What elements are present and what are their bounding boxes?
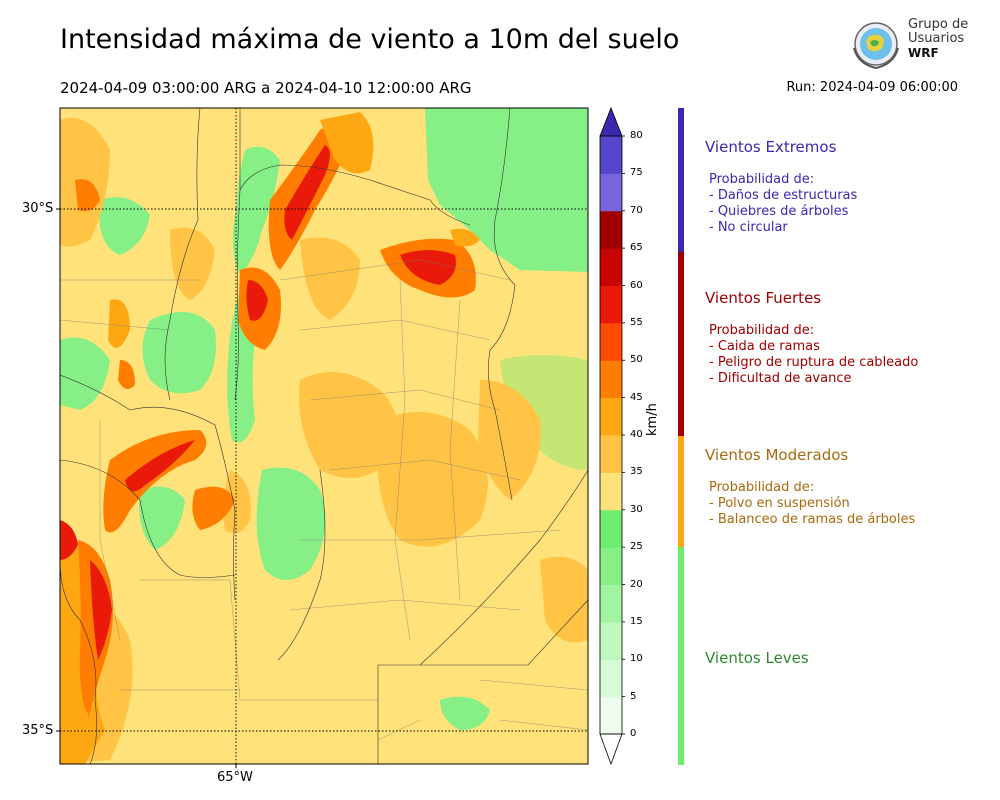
colorbar-band	[600, 397, 622, 436]
category-line: - Quiebres de árboles	[709, 204, 849, 219]
logo-line-3: WRF	[908, 46, 939, 60]
lon-label-65w: 65°W	[217, 770, 253, 785]
colorbar-tick-label: 50	[630, 354, 643, 366]
map-frame	[59, 107, 589, 765]
colorbar-tick-label: 10	[630, 653, 643, 665]
colorbar-band	[600, 322, 622, 361]
colorbar-tick-label: 70	[630, 204, 643, 216]
category-desc-moderados: Probabilidad de: - Polvo en suspensión -…	[709, 480, 915, 528]
colorbar-band	[600, 248, 622, 286]
colorbar-tick-label: 80	[630, 130, 643, 141]
category-desc-fuertes: Probabilidad de: - Caida de ramas - Peli…	[709, 323, 918, 387]
category-line: Probabilidad de:	[709, 480, 815, 495]
category-line: - Polvo en suspensión	[709, 496, 850, 511]
province-borders	[60, 108, 588, 764]
colorbar-band	[600, 173, 622, 212]
colorbar-tick-label: 5	[630, 690, 637, 702]
department-borders	[60, 259, 588, 741]
category-desc-extremos: Probabilidad de: - Daños de estructuras …	[709, 172, 857, 236]
colorbar-band	[600, 547, 622, 585]
colorbar-tick-label: 30	[630, 503, 643, 515]
colorbar-unit: km/h	[645, 403, 660, 436]
colorbar-tick-label: 20	[630, 578, 643, 590]
wind-field	[60, 108, 588, 764]
colorbar-tick-label: 65	[630, 242, 643, 254]
lat-label-30s: 30°S	[22, 201, 54, 216]
logo-text: Grupo de Usuarios WRF	[908, 17, 969, 61]
category-line: - Daños de estructuras	[709, 188, 858, 203]
colorbar-band	[600, 696, 622, 735]
colorbar-band	[600, 136, 622, 174]
colorbar-band	[600, 285, 622, 324]
colorbar-band	[600, 435, 622, 473]
colorbar-tick-label: 55	[630, 316, 643, 328]
category-title-moderados: Vientos Moderados	[705, 446, 849, 464]
category-line: Probabilidad de:	[709, 172, 815, 187]
colorbar-tick-label: 25	[630, 541, 643, 553]
category-bar-extremos	[678, 108, 684, 252]
category-line: - Dificultad de avance	[709, 371, 852, 386]
colorbar-tick-label: 0	[630, 728, 637, 739]
wind-speed-colorbar	[599, 106, 625, 766]
category-bar-leves	[678, 547, 684, 765]
colorbar-extend-min	[599, 733, 623, 766]
lat-label-35s: 35°S	[22, 723, 54, 738]
logo-line-2: Usuarios	[908, 31, 965, 46]
run-timestamp: Run: 2024-04-09 06:00:00	[786, 80, 958, 95]
colorbar-band	[600, 509, 622, 548]
globe-logo-icon	[853, 22, 899, 70]
colorbar-band	[600, 210, 622, 249]
colorbar-tick-label: 75	[630, 167, 643, 179]
colorbar-band	[600, 659, 622, 698]
logo-line-1: Grupo de	[908, 17, 969, 32]
forecast-period: 2024-04-09 03:00:00 ARG a 2024-04-10 12:…	[60, 79, 472, 97]
colorbar-tick-label: 15	[630, 615, 643, 627]
category-line: - Peligro de ruptura de cableado	[709, 355, 919, 370]
colorbar-band	[600, 584, 622, 623]
category-line: Probabilidad de:	[709, 323, 815, 338]
colorbar-tick-label: 60	[630, 279, 643, 291]
colorbar-tick-label: 35	[630, 466, 643, 478]
category-line: - No circular	[709, 220, 788, 235]
category-bar-fuertes	[678, 252, 684, 436]
colorbar-tick-label: 40	[630, 429, 643, 440]
category-line: - Balanceo de ramas de árboles	[709, 512, 916, 527]
category-line: - Caida de ramas	[709, 339, 820, 354]
wrf-users-group-logo: Grupo de Usuarios WRF	[848, 18, 970, 74]
colorbar-extend-max	[599, 106, 623, 137]
colorbar-band	[600, 472, 622, 511]
category-title-fuertes: Vientos Fuertes	[705, 289, 822, 307]
colorbar-tick-label: 45	[630, 391, 643, 403]
category-title-leves: Vientos Leves	[705, 649, 809, 667]
map-title: Intensidad máxima de viento a 10m del su…	[60, 24, 680, 55]
colorbar-band	[600, 621, 622, 660]
category-bar-moderados	[678, 436, 684, 547]
colorbar-band	[600, 360, 622, 399]
category-title-extremos: Vientos Extremos	[705, 138, 837, 156]
